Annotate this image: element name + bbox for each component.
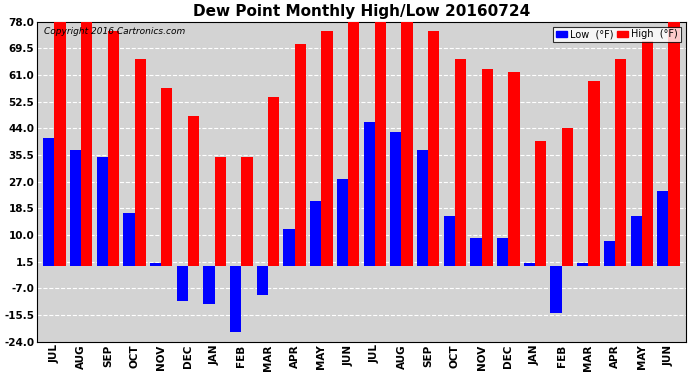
Bar — [589, 81, 600, 266]
Bar — [337, 178, 348, 266]
Bar — [81, 22, 92, 266]
Bar — [97, 157, 108, 266]
Bar — [604, 241, 615, 266]
Bar — [295, 44, 306, 266]
Bar — [310, 201, 322, 266]
Legend: Low  (°F), High  (°F): Low (°F), High (°F) — [553, 27, 681, 42]
Bar — [471, 238, 482, 266]
Bar — [509, 72, 520, 266]
Bar — [322, 31, 333, 266]
Bar — [642, 40, 653, 266]
Bar — [391, 132, 402, 266]
Bar — [150, 263, 161, 266]
Bar — [348, 22, 359, 266]
Bar — [535, 141, 546, 266]
Bar — [108, 31, 119, 266]
Bar — [241, 157, 253, 266]
Bar — [577, 263, 589, 266]
Bar — [177, 266, 188, 301]
Title: Dew Point Monthly High/Low 20160724: Dew Point Monthly High/Low 20160724 — [193, 4, 530, 19]
Bar — [615, 59, 627, 266]
Bar — [204, 266, 215, 304]
Bar — [417, 150, 428, 266]
Bar — [524, 263, 535, 266]
Bar — [55, 22, 66, 266]
Text: Copyright 2016 Cartronics.com: Copyright 2016 Cartronics.com — [43, 27, 185, 36]
Bar — [161, 88, 172, 266]
Bar — [631, 216, 642, 266]
Bar — [124, 213, 135, 266]
Bar — [70, 150, 81, 266]
Bar — [455, 59, 466, 266]
Bar — [562, 128, 573, 266]
Bar — [658, 191, 669, 266]
Bar — [188, 116, 199, 266]
Bar — [257, 266, 268, 295]
Bar — [482, 69, 493, 266]
Bar — [669, 22, 680, 266]
Bar — [135, 59, 146, 266]
Bar — [402, 22, 413, 266]
Bar — [284, 229, 295, 266]
Bar — [268, 97, 279, 266]
Bar — [375, 15, 386, 266]
Bar — [551, 266, 562, 314]
Bar — [444, 216, 455, 266]
Bar — [497, 238, 509, 266]
Bar — [43, 138, 55, 266]
Bar — [364, 122, 375, 266]
Bar — [230, 266, 241, 332]
Bar — [215, 157, 226, 266]
Bar — [428, 31, 440, 266]
